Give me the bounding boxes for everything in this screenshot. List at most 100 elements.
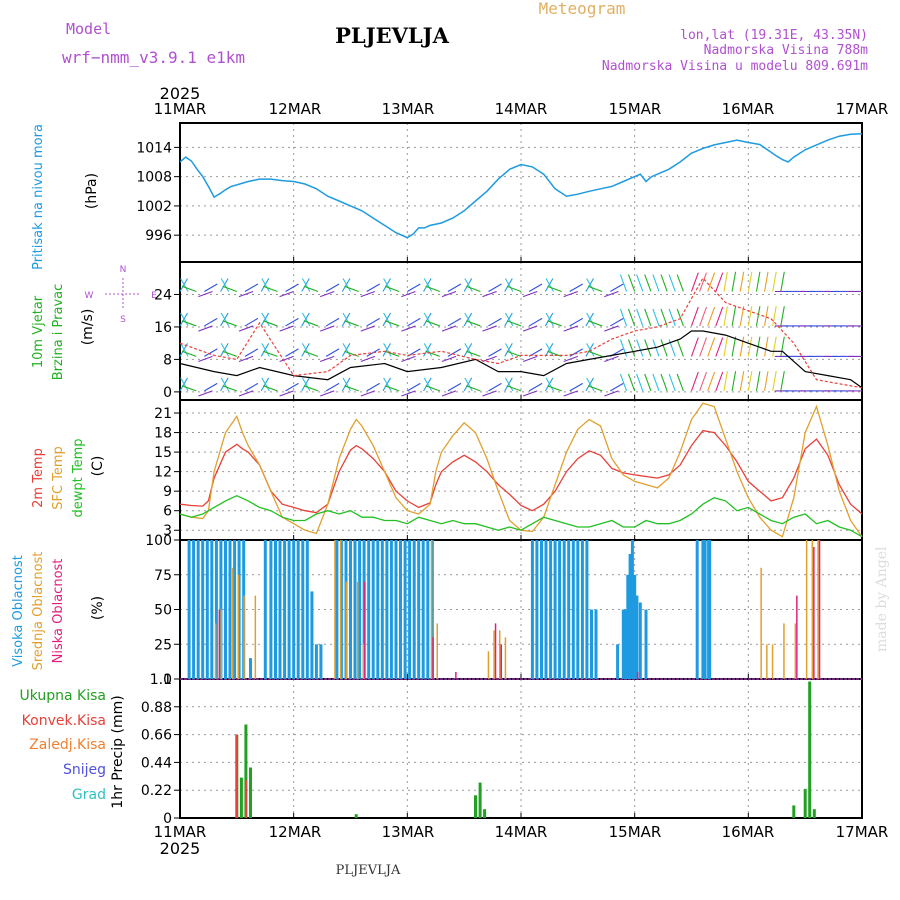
wind-arrow xyxy=(238,290,254,298)
y-tick-label: 24 xyxy=(154,287,172,303)
cloud-mid-bar xyxy=(760,567,762,679)
wind-arrow xyxy=(604,355,619,363)
panel-frame xyxy=(179,678,863,819)
wind-arrow xyxy=(707,306,716,327)
wind-arrow xyxy=(220,377,230,392)
y-tick-label: 75 xyxy=(154,568,172,584)
wind-arrow xyxy=(707,371,716,392)
wind-arrow xyxy=(325,382,340,392)
wind-arrow xyxy=(301,278,311,292)
wind-arrow xyxy=(204,283,218,292)
wind-arrow xyxy=(384,385,400,392)
cloud-high-bar xyxy=(635,595,639,679)
wind-arrow xyxy=(482,325,497,332)
cloud-high-bar xyxy=(310,591,314,679)
wind-label-2: Brzina i Pravac xyxy=(51,284,66,381)
wind-arrow xyxy=(407,317,421,327)
wind-arrow xyxy=(547,350,562,357)
y-tick-label: 1014 xyxy=(136,140,172,156)
wind-arrow xyxy=(342,312,351,327)
temp-sfc-line xyxy=(179,402,863,538)
cloud-high-bar xyxy=(319,644,323,680)
legend-zaledj-kisa: Zaledj.Kisa xyxy=(29,737,106,753)
cloud-low-bar xyxy=(500,644,502,680)
wind-arrow xyxy=(285,317,299,327)
cloud-high-bar xyxy=(553,540,557,679)
y-tick-label: 25 xyxy=(154,637,172,653)
wind-arrow xyxy=(739,271,745,292)
wind-arrow xyxy=(764,271,769,292)
cloud-high-bar xyxy=(394,540,398,679)
cloud-high-bar xyxy=(385,540,389,679)
meteogram-title: Meteogram xyxy=(539,0,626,18)
wind-arrow xyxy=(739,371,745,391)
wind-arrow xyxy=(545,278,554,292)
precip-total-bar xyxy=(803,788,807,818)
station-title: PLJEVLJA xyxy=(335,23,449,48)
cloud-high-bar xyxy=(210,540,214,679)
wind-arrow xyxy=(627,373,636,392)
wind-arrow xyxy=(325,317,340,327)
cloud-high-bar xyxy=(630,540,634,679)
wind-arrow xyxy=(301,312,311,327)
wind-arrow xyxy=(586,377,595,392)
y-tick-label: 0.22 xyxy=(141,783,172,799)
precip-convective-bar xyxy=(235,734,238,818)
cloud-low-bar xyxy=(432,637,434,679)
wind-arrow xyxy=(366,283,380,292)
precip-total-bar xyxy=(354,814,358,818)
wind-unit: (m/s) xyxy=(80,309,96,346)
wind-arrow xyxy=(652,308,660,327)
legend-ukupna-kisa: Ukupna Kisa xyxy=(19,688,106,704)
wind-arrow xyxy=(690,371,699,392)
cloud-mid-bar xyxy=(766,644,768,680)
cloud-mid-bar xyxy=(493,630,495,679)
panel-frame xyxy=(179,399,863,541)
wind-arrow xyxy=(644,339,652,357)
pressure-series-line xyxy=(179,132,863,239)
wind-arrow xyxy=(222,285,238,292)
wind-arrow xyxy=(619,308,628,327)
wind-arrow xyxy=(344,285,359,292)
wind-arrow xyxy=(425,320,440,327)
x-tick-label: 11MAR xyxy=(154,823,207,841)
compass-e: E xyxy=(151,291,157,301)
wind-arrow xyxy=(488,283,502,292)
cloud-high-bar xyxy=(535,540,539,679)
wind-arrow xyxy=(482,355,497,363)
wind-arrow xyxy=(401,390,416,397)
wind-arrow xyxy=(699,371,708,392)
cloud-high-bar xyxy=(187,540,191,679)
wind-arrow xyxy=(660,373,668,392)
wind-arrow xyxy=(303,320,319,327)
precip-total-bar xyxy=(244,724,248,818)
wind-arrow xyxy=(198,325,213,332)
wind-arrow xyxy=(360,355,376,363)
cloud-high-bar xyxy=(580,540,584,679)
wind-arrow xyxy=(320,325,335,332)
wind-arrow xyxy=(569,317,583,327)
cloud-mid-bar xyxy=(436,623,438,679)
y-tick-label: 3 xyxy=(163,523,172,539)
wind-arrow xyxy=(504,278,514,292)
x-tick-label: 17MAR xyxy=(836,823,889,841)
cloud-mid-bar xyxy=(811,540,814,679)
cloud-high-bar xyxy=(421,540,425,679)
wind-arrow xyxy=(636,339,644,357)
cloud-high-bar xyxy=(233,540,237,679)
wind-arrow xyxy=(547,285,562,292)
cloud-high-bar xyxy=(269,540,273,679)
wind-arrow xyxy=(244,382,259,392)
wind-arrow xyxy=(482,290,497,298)
cloud-mid-bar xyxy=(345,581,348,679)
wind-arrow xyxy=(652,274,660,292)
wind-arrow xyxy=(360,290,376,298)
wind-arrow xyxy=(222,385,238,392)
wind-arrow xyxy=(707,272,716,292)
cloud-high-bar xyxy=(196,540,200,679)
wind-arrow xyxy=(204,382,218,392)
year-label-top: 2025 xyxy=(160,84,201,103)
x-tick-label: 14MAR xyxy=(495,100,548,118)
wind-arrow xyxy=(506,285,522,292)
